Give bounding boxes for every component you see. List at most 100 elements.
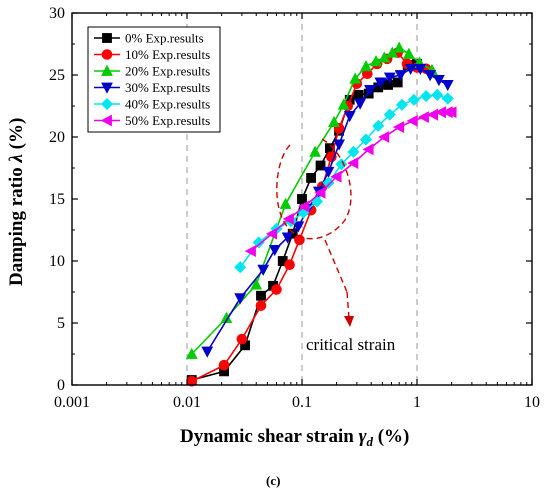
data-point [362, 143, 374, 156]
data-point [234, 261, 247, 274]
data-point [383, 108, 396, 121]
x-tick-label: 0.01 [173, 394, 201, 411]
data-point [383, 80, 393, 90]
data-point [297, 194, 307, 204]
series-3 [201, 63, 454, 358]
legend-marker [101, 82, 113, 94]
data-point [364, 84, 376, 97]
data-point [343, 111, 356, 123]
data-point [370, 55, 382, 67]
data-point [374, 77, 387, 89]
y-tick-label: 0 [57, 377, 65, 394]
data-point [330, 170, 342, 183]
data-point [417, 111, 429, 124]
series-line [206, 68, 449, 352]
tick-labels: 0.001 0.01 0.1 1 10 0 5 10 15 20 25 30 [49, 5, 540, 411]
data-point [406, 114, 418, 127]
data-point [392, 77, 403, 88]
y-tick-label: 5 [57, 315, 65, 332]
data-point [407, 93, 420, 106]
data-point [359, 133, 372, 146]
data-point [282, 212, 294, 225]
data-point [201, 346, 214, 358]
data-point [383, 72, 396, 84]
series-2 [185, 41, 438, 359]
data-point [353, 89, 364, 100]
data-point [360, 60, 372, 72]
data-point [424, 70, 437, 82]
data-point [414, 63, 427, 76]
data-point [404, 63, 417, 76]
gridlines [186, 13, 418, 385]
axes [71, 12, 533, 386]
data-point [426, 108, 438, 121]
data-point [337, 98, 350, 110]
data-point [349, 72, 362, 84]
legend-label: 10% Exp.results [125, 47, 210, 62]
data-point [306, 173, 317, 183]
data-point [281, 232, 294, 244]
data-point [402, 47, 415, 59]
data-point [298, 200, 310, 213]
legend-label: 20% Exp.results [125, 64, 210, 79]
legend-label: 40% Exp.results [125, 97, 210, 112]
data-point [244, 245, 256, 257]
data-point [420, 90, 433, 103]
x-axis-title: Dynamic shear strain γd (%) [180, 426, 409, 449]
data-point [392, 121, 405, 133]
data-point [234, 293, 247, 305]
y-tick-label: 15 [49, 191, 65, 208]
data-point [292, 221, 305, 233]
data-point [354, 98, 366, 110]
legend-label: 0% Exp.results [125, 31, 204, 46]
data-point [394, 70, 407, 82]
data-point [378, 131, 390, 143]
legend-marker [101, 49, 113, 60]
data-point [395, 98, 408, 111]
legend-marker [100, 114, 112, 127]
y-tick-label: 10 [49, 253, 65, 270]
data-point [328, 115, 340, 128]
data-point [309, 145, 322, 157]
data-point [236, 333, 248, 345]
y-tick-label: 25 [49, 67, 65, 84]
y-tick-label: 30 [49, 5, 65, 22]
data-point [347, 145, 360, 158]
data-point [268, 244, 281, 257]
series-line [250, 111, 452, 252]
data-point [256, 290, 266, 301]
data-point [185, 347, 198, 359]
critical-strain-annotation: critical strain [276, 137, 396, 354]
data-point [250, 278, 263, 290]
data-point [218, 359, 230, 371]
y-tick-label: 20 [49, 129, 65, 146]
data-point [257, 264, 270, 276]
data-point [445, 106, 457, 119]
critical-strain-pointer-1 [324, 239, 348, 293]
data-point [441, 92, 454, 105]
critical-strain-label: critical strain [306, 335, 396, 354]
data-point [255, 300, 267, 311]
data-point [314, 186, 326, 199]
data-point [333, 139, 345, 151]
data-point [393, 41, 406, 53]
series-layer [185, 41, 457, 387]
series-line [191, 51, 427, 383]
data-point [431, 88, 444, 101]
legend-marker [100, 97, 114, 111]
data-point [315, 160, 326, 171]
data-point [284, 259, 295, 271]
series-5 [244, 106, 457, 257]
legend-marker [102, 33, 112, 43]
legend-label: 30% Exp.results [125, 80, 210, 95]
legend-marker [101, 64, 113, 76]
x-tick-label: 0.001 [54, 394, 90, 411]
data-point [432, 75, 445, 87]
data-point [347, 157, 359, 169]
legend-box [87, 26, 221, 133]
data-point [335, 158, 348, 171]
series-line [191, 63, 418, 381]
data-point [265, 227, 278, 240]
